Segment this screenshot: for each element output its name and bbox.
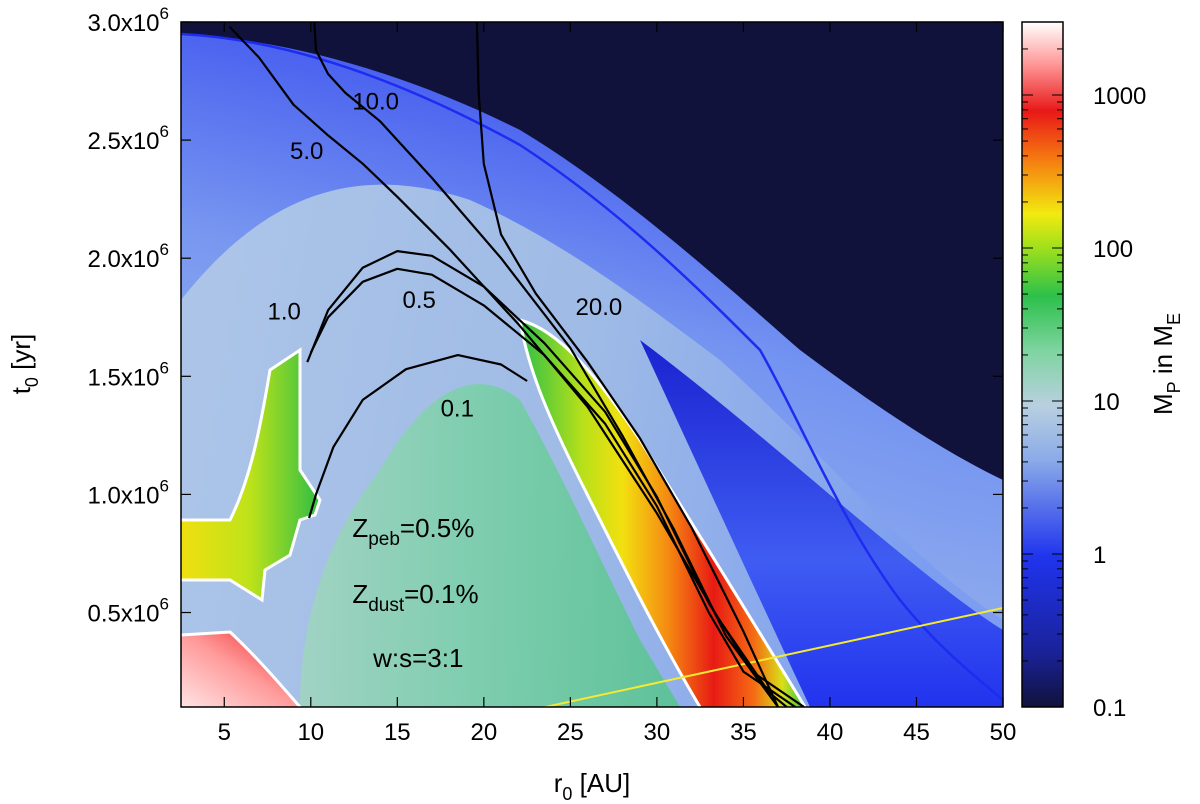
heatmap-bottom-left-red — [181, 632, 300, 707]
white-boundary — [518, 319, 702, 707]
x-tick-label: 40 — [817, 719, 844, 746]
contour-label: 10.0 — [352, 88, 399, 115]
annotation: w:s=3:1 — [372, 643, 463, 673]
x-tick-label: 10 — [297, 719, 324, 746]
x-tick-label: 50 — [990, 719, 1017, 746]
x-axis: 5 10 15 20 25 30 35 40 45 50 — [218, 22, 1017, 746]
y-tick-label: 0.5x106 — [87, 595, 169, 628]
plot-frame — [180, 21, 1004, 708]
colorbar-gradient — [1021, 21, 1064, 708]
colorbar: 0.1 1 10 100 1000 MP in ME — [1021, 21, 1184, 722]
heatmap: 0.1 0.5 1.0 5.0 10.0 20.0 Zpeb=0.5% Zdust=0.1%… — [181, 22, 1003, 707]
contour-label: 0.5 — [403, 287, 436, 314]
x-tick-label: 35 — [730, 719, 757, 746]
contour-layer — [228, 22, 805, 707]
y-tick-label: 2.0x106 — [87, 240, 169, 273]
contour-label: 0.1 — [441, 395, 474, 422]
x-tick-label: 25 — [557, 719, 584, 746]
blue-boundary — [181, 32, 1003, 701]
yellow-line — [540, 607, 1003, 707]
x-tick-label: 5 — [218, 719, 231, 746]
x-tick-label: 20 — [470, 719, 497, 746]
colorbar-tick-label: 1 — [1093, 542, 1106, 569]
contour-line — [308, 354, 528, 519]
white-boundary — [181, 630, 302, 707]
annotation: Zpeb=0.5% — [352, 513, 474, 550]
contour-line — [313, 22, 779, 707]
y-tick-label: 1.5x106 — [87, 358, 169, 391]
contour-line — [309, 267, 796, 707]
annotation-layer: Zpeb=0.5% Zdust=0.1% w:s=3:1 — [352, 513, 478, 673]
x-tick-label: 30 — [644, 719, 671, 746]
y-tick-label: 2.5x106 — [87, 122, 169, 155]
contour-label: 5.0 — [290, 138, 323, 165]
colorbar-title: MP in ME — [1148, 313, 1184, 415]
colorbar-tick-label: 100 — [1093, 236, 1133, 263]
heatmap-left-blob — [181, 350, 320, 600]
heatmap-dark-region — [181, 22, 1003, 480]
contour-line — [475, 22, 780, 707]
x-axis-title: r0 [AU] — [554, 768, 630, 804]
x-tick-label: 15 — [384, 719, 411, 746]
annotation: Zdust=0.1% — [352, 579, 478, 616]
heatmap-green-region — [300, 384, 680, 707]
white-boundary — [181, 347, 322, 603]
contour-label: 1.0 — [268, 299, 301, 326]
colorbar-tick-label: 0.1 — [1093, 695, 1126, 722]
y-axis-title: t0 [yr] — [6, 334, 42, 395]
x-tick-label: 45 — [903, 719, 930, 746]
y-axis: 0.5x106 1.0x106 1.5x106 2.0x106 2.5x106 3.0x1… — [87, 4, 1003, 628]
contour-label: 20.0 — [576, 294, 623, 321]
y-tick-label: 3.0x106 — [87, 4, 169, 37]
colorbar-tick-label: 1000 — [1093, 83, 1146, 110]
contour-label-layer: 0.1 0.5 1.0 5.0 10.0 20.0 — [268, 88, 623, 422]
colorbar-ticks: 0.1 1 10 100 1000 — [1022, 21, 1146, 722]
colorbar-tick-label: 10 — [1093, 389, 1120, 416]
y-tick-label: 1.0x106 — [87, 476, 169, 509]
